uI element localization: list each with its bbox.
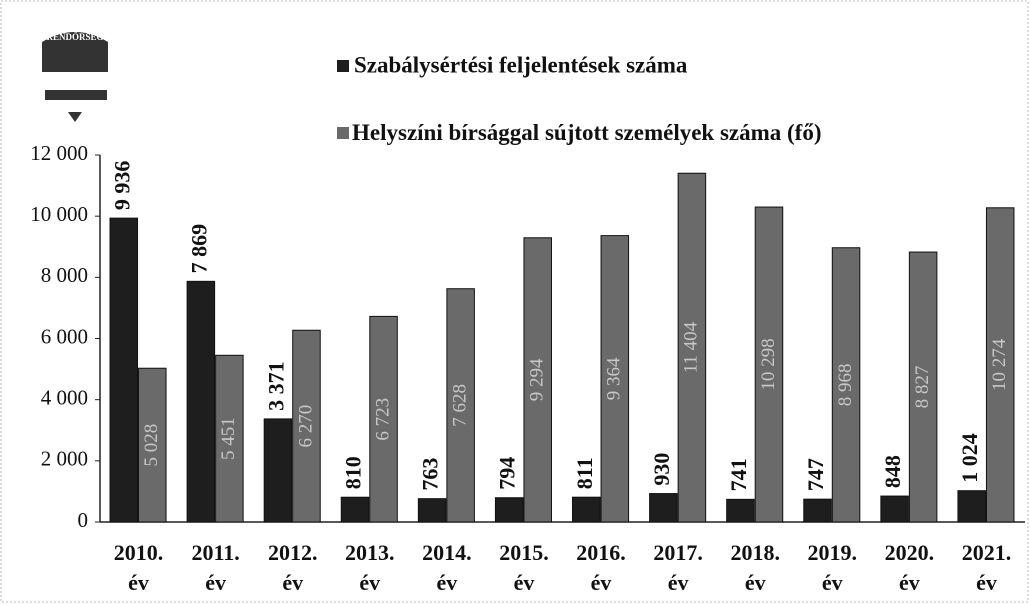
y-tick-label: 2 000 (41, 447, 88, 471)
value-label: 8 827 (912, 366, 933, 409)
bar (803, 498, 832, 523)
x-tick-label: 2014. év (422, 540, 472, 595)
logo: RENDŐRSÉG (42, 32, 108, 122)
value-label: 5 028 (141, 424, 162, 467)
x-tick-label: 2020. év (884, 540, 935, 595)
y-tick-label: 6 000 (41, 324, 88, 348)
legend-swatch (337, 60, 349, 72)
value-label: 10 298 (758, 338, 779, 390)
x-tick-label: 2012. év (267, 540, 318, 595)
bar (292, 329, 321, 523)
value-label: 741 (726, 458, 751, 491)
value-label: 747 (803, 458, 828, 491)
bar (446, 288, 475, 523)
bar (957, 490, 986, 523)
y-tick-label: 8 000 (41, 263, 88, 287)
x-tick-label: 2013. év (345, 540, 395, 595)
bar (109, 217, 139, 523)
value-label: 1 024 (957, 433, 982, 483)
value-label: 9 294 (527, 358, 548, 401)
y-tick-label: 10 000 (30, 202, 88, 226)
bar (215, 354, 244, 523)
bar (677, 172, 707, 523)
y-tick-label: 4 000 (41, 385, 88, 409)
value-label: 9 364 (604, 357, 625, 400)
bar (754, 206, 784, 523)
value-label: 6 270 (295, 405, 316, 448)
logo-text: RENDŐRSÉG (46, 32, 103, 42)
x-tick-label: 2016. év (576, 540, 626, 595)
bar (263, 418, 293, 523)
bar (494, 497, 524, 523)
bar (908, 251, 938, 523)
x-tick-label: 2017. év (653, 540, 703, 595)
value-label: 7 628 (449, 384, 470, 427)
value-label: 7 869 (186, 224, 211, 274)
x-tick-label: 2015. év (499, 540, 549, 595)
value-label: 811 (572, 457, 597, 489)
value-label: 11 404 (681, 321, 702, 373)
bar (880, 495, 909, 523)
legend-label: Helyszíni bírsággal sújtott személyek sz… (352, 120, 822, 145)
value-label: 10 274 (989, 338, 1010, 391)
value-label: 8 968 (835, 363, 856, 406)
legend-swatch (337, 127, 349, 139)
x-tick-label: 2011. év (191, 540, 240, 595)
bar (340, 496, 370, 523)
x-tick-label: 2019. év (807, 540, 858, 595)
legend-label-box: Helyszíni bírsággal sújtott személyek sz… (352, 120, 822, 145)
bar (985, 207, 1015, 523)
value-label: 763 (418, 458, 443, 491)
y-tick-label: 0 (78, 508, 89, 532)
bar (369, 315, 398, 523)
bar (186, 280, 216, 523)
value-label: 5 451 (218, 417, 239, 460)
bar (572, 496, 601, 523)
bar (649, 493, 678, 523)
bar (523, 237, 552, 523)
bar (417, 498, 447, 523)
x-tick-label: 2021. év (961, 540, 1012, 595)
bar (600, 235, 630, 523)
value-label: 930 (649, 453, 674, 486)
x-tick-label: 2010. év (113, 540, 164, 595)
value-label: 810 (341, 456, 366, 489)
bar (138, 367, 167, 523)
bar (726, 498, 755, 523)
value-label: 3 371 (263, 361, 288, 411)
value-label: 9 936 (109, 161, 134, 211)
value-label: 848 (880, 455, 905, 488)
bar (831, 247, 861, 523)
value-label: 6 723 (372, 398, 393, 441)
legend-label: Szabálysértési feljelentések száma (354, 52, 688, 77)
value-label: 794 (495, 457, 520, 490)
y-tick-label: 12 000 (30, 141, 88, 165)
x-tick-label: 2018. év (730, 540, 780, 595)
